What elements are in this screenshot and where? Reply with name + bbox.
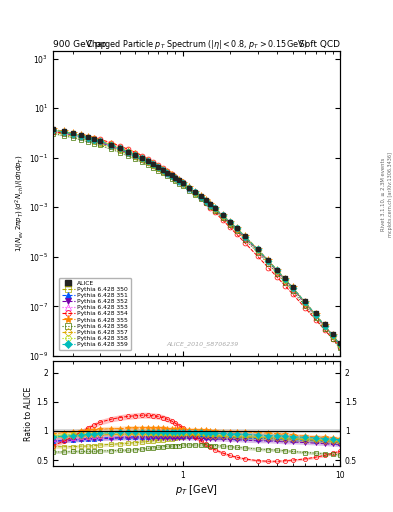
Text: ALICE_2010_S8706239: ALICE_2010_S8706239 xyxy=(166,341,239,347)
Y-axis label: Ratio to ALICE: Ratio to ALICE xyxy=(24,387,33,440)
Y-axis label: $1/(N_{ev}\,2\pi p_T)\,(d^2 N_{ch})/(d\eta dp_T)$: $1/(N_{ev}\,2\pi p_T)\,(d^2 N_{ch})/(d\e… xyxy=(14,155,26,252)
X-axis label: $p_T$ [GeV]: $p_T$ [GeV] xyxy=(175,482,218,497)
Text: 900 GeV pp: 900 GeV pp xyxy=(53,39,106,49)
Text: Rivet 3.1.10, ≥ 2.3M events: Rivet 3.1.10, ≥ 2.3M events xyxy=(381,158,386,231)
Title: Charged Particle $p_T$ Spectrum $(|\eta|<0.8,\,p_T>0.15\,\mathrm{GeV})$: Charged Particle $p_T$ Spectrum $(|\eta|… xyxy=(86,38,307,51)
Text: mcplots.cern.ch [arXiv:1306.3436]: mcplots.cern.ch [arXiv:1306.3436] xyxy=(388,152,393,237)
Text: Soft QCD: Soft QCD xyxy=(299,39,340,49)
Legend: ALICE, Pythia 6.428 350, Pythia 6.428 351, Pythia 6.428 352, Pythia 6.428 353, P: ALICE, Pythia 6.428 350, Pythia 6.428 35… xyxy=(59,278,131,350)
